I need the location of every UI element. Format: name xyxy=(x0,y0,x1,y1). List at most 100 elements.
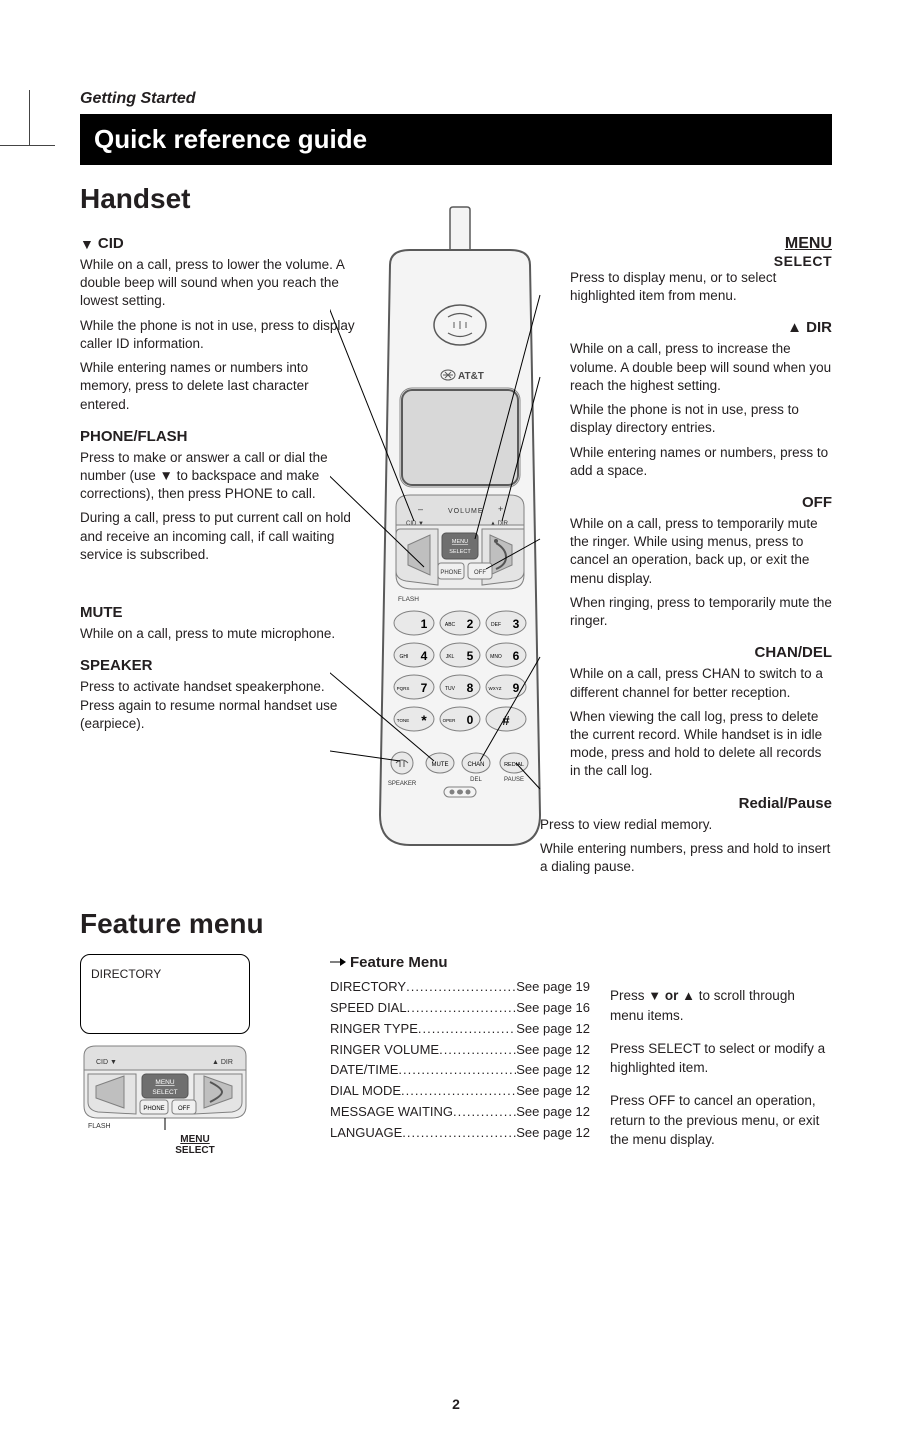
feature-menu-item-label: DIRECTORY xyxy=(330,977,406,998)
dir-text: While the phone is not in use, press to … xyxy=(570,401,832,437)
feature-menu-item-page: See page 12 xyxy=(516,1040,590,1061)
phone-flash-heading: PHONE/FLASH xyxy=(80,428,360,445)
screen-text: DIRECTORY xyxy=(91,967,161,981)
svg-text:1: 1 xyxy=(421,617,428,631)
svg-text:3: 3 xyxy=(513,617,520,631)
down-triangle-icon: ▼ xyxy=(648,987,661,1006)
dots xyxy=(406,977,516,998)
page: Getting Started Quick reference guide Ha… xyxy=(0,90,912,1452)
feature-menu-item-label: DIAL MODE xyxy=(330,1081,401,1102)
feature-menu-heading: Feature menu xyxy=(80,908,832,940)
cid-heading-text: CID xyxy=(98,235,124,252)
feature-menu-item: RINGER TYPESee page 12 xyxy=(330,1019,590,1040)
svg-text:FLASH: FLASH xyxy=(88,1123,111,1130)
dots xyxy=(418,1019,516,1040)
arrow-icon xyxy=(330,957,346,967)
svg-text:5: 5 xyxy=(467,649,474,663)
svg-text:GHI: GHI xyxy=(400,654,409,660)
feature-menu-item-label: MESSAGE WAITING xyxy=(330,1102,453,1123)
svg-text:7: 7 xyxy=(421,681,428,695)
mini-select-label: SELECT xyxy=(175,1145,214,1156)
mute-text: While on a call, press to mute microphon… xyxy=(80,625,360,643)
svg-text:PHONE: PHONE xyxy=(440,570,461,576)
feature-menu-item-page: See page 12 xyxy=(516,1019,590,1040)
feature-menu-subheading-text: Feature Menu xyxy=(350,954,448,971)
title-bar: Quick reference guide xyxy=(80,114,832,165)
svg-text:DEL: DEL xyxy=(470,777,482,783)
dots xyxy=(439,1040,516,1061)
svg-text:8: 8 xyxy=(467,681,474,695)
menu-label: MENU xyxy=(570,235,832,253)
svg-text:OFF: OFF xyxy=(178,1106,190,1112)
off-text: When ringing, press to temporarily mute … xyxy=(570,594,832,630)
svg-text:PQRS: PQRS xyxy=(397,686,410,691)
dir-heading-text: DIR xyxy=(806,319,832,336)
svg-text:SPEAKER: SPEAKER xyxy=(388,781,417,787)
dir-block: While on a call, press to increase the v… xyxy=(570,340,832,480)
right-column: MENU SELECT Press to display menu, or to… xyxy=(560,235,832,890)
svg-text:MENU: MENU xyxy=(155,1079,174,1086)
svg-text:JKL: JKL xyxy=(446,654,455,660)
down-triangle-icon: ▼ xyxy=(80,237,94,251)
cid-text: While entering names or numbers into mem… xyxy=(80,359,360,414)
svg-text:OFF: OFF xyxy=(474,570,486,576)
phone-flash-text: Press to make or answer a call or dial t… xyxy=(80,449,360,504)
svg-text:REDIAL: REDIAL xyxy=(504,762,524,768)
phone-flash-block: PHONE/FLASH Press to make or answer a ca… xyxy=(80,428,360,564)
cid-text: While on a call, press to lower the volu… xyxy=(80,256,360,311)
handset-diagram: AT&T – VOLUME + CID ▼ ▲ DIR xyxy=(330,205,590,885)
svg-text:4: 4 xyxy=(421,649,428,663)
chan-del-heading: CHAN/DEL xyxy=(570,644,832,661)
feature-menu-left: DIRECTORY CID ▼ ▲ DIR MENU SELECT PHONE … xyxy=(80,954,310,1163)
chan-del-block: While on a call, press CHAN to switch to… xyxy=(570,665,832,780)
dots xyxy=(398,1060,516,1081)
feature-menu-item: DATE/TIMESee page 12 xyxy=(330,1060,590,1081)
off-block: While on a call, press to temporarily mu… xyxy=(570,515,832,630)
feature-menu-row: DIRECTORY CID ▼ ▲ DIR MENU SELECT PHONE … xyxy=(80,954,832,1163)
dir-text: While on a call, press to increase the v… xyxy=(570,340,832,395)
svg-text:TUV: TUV xyxy=(445,686,456,692)
cid-block: ▼ CID While on a call, press to lower the… xyxy=(80,235,360,414)
mute-block: MUTE While on a call, press to mute micr… xyxy=(80,604,360,643)
svg-text:CID ▼: CID ▼ xyxy=(96,1059,117,1066)
handset-columns: ▼ CID While on a call, press to lower the… xyxy=(80,235,832,890)
svg-text:0: 0 xyxy=(467,713,474,727)
svg-text:TONE: TONE xyxy=(397,718,409,723)
svg-text:SELECT: SELECT xyxy=(152,1089,177,1096)
svg-text:MENU: MENU xyxy=(452,539,468,545)
mini-keypad-diagram: CID ▼ ▲ DIR MENU SELECT PHONE OFF FLASH xyxy=(80,1042,250,1132)
menu-select-block: MENU SELECT Press to display menu, or to… xyxy=(570,235,832,305)
phone-flash-text: During a call, press to put current call… xyxy=(80,509,360,564)
left-column: ▼ CID While on a call, press to lower the… xyxy=(80,235,360,890)
feature-menu-item: DIAL MODE See page 12 xyxy=(330,1081,590,1102)
mute-heading: MUTE xyxy=(80,604,360,621)
crop-mark xyxy=(0,145,55,146)
feature-menu-list: DIRECTORYSee page 19SPEED DIALSee page 1… xyxy=(330,977,590,1143)
svg-text:SELECT: SELECT xyxy=(449,549,471,555)
svg-text:9: 9 xyxy=(513,681,520,695)
crop-mark xyxy=(0,90,30,145)
handset-screen-mock: DIRECTORY xyxy=(80,954,250,1034)
svg-text:+: + xyxy=(498,504,503,514)
dots xyxy=(407,998,517,1019)
speaker-text: Press to activate handset speakerphone. … xyxy=(80,678,360,733)
feature-menu-item-page: See page 12 xyxy=(516,1081,590,1102)
speaker-heading: SPEAKER xyxy=(80,657,360,674)
svg-text:CHAN: CHAN xyxy=(467,762,484,768)
svg-text:MNO: MNO xyxy=(490,654,502,660)
svg-text:DEF: DEF xyxy=(491,622,501,628)
feature-menu-item-page: See page 12 xyxy=(516,1060,590,1081)
dots xyxy=(401,1081,516,1102)
mini-menu-label: MENU xyxy=(180,1134,209,1145)
fm-instruction-text: or xyxy=(661,988,682,1003)
menu-select-heading: MENU SELECT xyxy=(570,235,832,269)
svg-text:*: * xyxy=(421,712,427,728)
chan-del-text: When viewing the call log, press to dele… xyxy=(570,708,832,781)
feature-menu-list-column: Feature Menu DIRECTORYSee page 19SPEED D… xyxy=(330,954,590,1163)
cid-text: While the phone is not in use, press to … xyxy=(80,317,360,353)
svg-text:MUTE: MUTE xyxy=(432,762,449,768)
svg-text:PAUSE: PAUSE xyxy=(504,777,524,783)
feature-menu-subheading: Feature Menu xyxy=(330,954,590,971)
up-triangle-icon: ▲ xyxy=(682,987,695,1006)
feature-menu-item-label: LANGUAGE xyxy=(330,1123,402,1144)
